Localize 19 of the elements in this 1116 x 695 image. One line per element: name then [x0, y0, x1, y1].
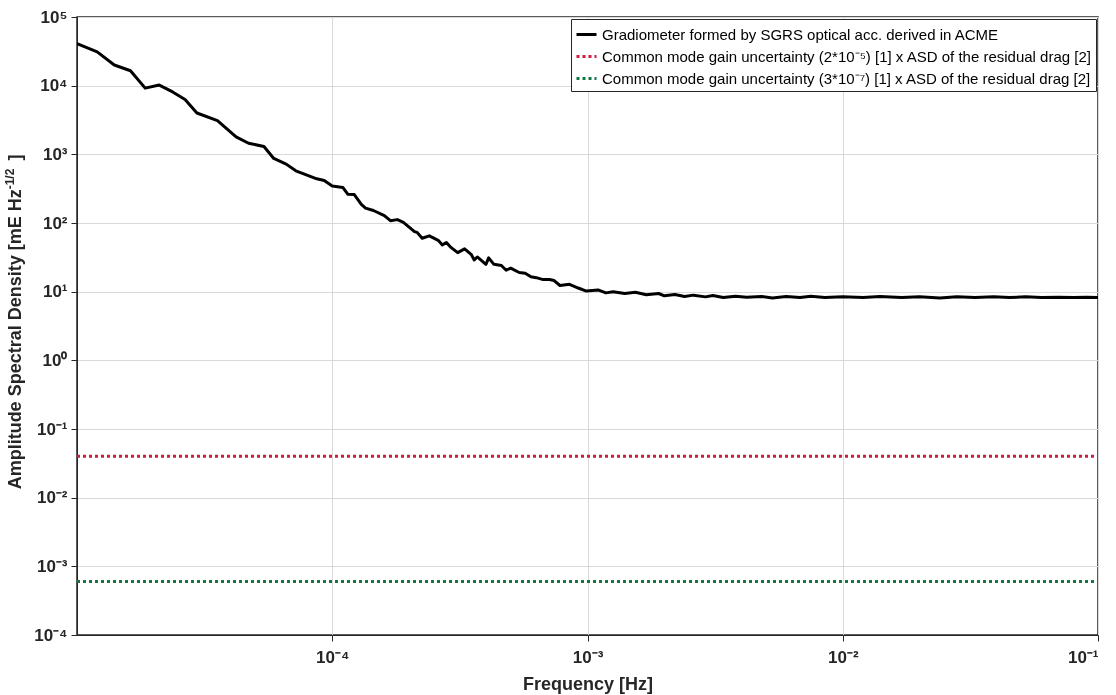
x-tick-label: 10⁻⁴ — [316, 647, 350, 667]
y-tick-label: 10² — [42, 213, 68, 233]
y-tick-label: 10⁻³ — [36, 556, 68, 576]
y-tick-label: 10⁴ — [40, 76, 68, 96]
legend-label: Common mode gain uncertainty (2*10⁻⁵) [1] x ASD of the residual drag [2] — [602, 47, 1091, 65]
y-axis-title: Amplitude Spectral Density [mE Hz-1/2] — [3, 154, 25, 490]
x-tick-label: 10⁻² — [827, 647, 859, 667]
y-tick-label: 10⁰ — [42, 350, 68, 370]
y-tick-label: 10⁻⁴ — [34, 625, 68, 645]
x-tick-label: 10⁻¹ — [1067, 647, 1099, 667]
x-axis-title: Frequency [Hz] — [522, 673, 654, 694]
y-tick-label: 10⁵ — [40, 7, 68, 27]
x-tick-label: 10⁻³ — [572, 647, 604, 667]
y-tick-label: 10⁻¹ — [36, 419, 68, 439]
y-tick-label: 10¹ — [42, 282, 68, 302]
y-tick-label: 10³ — [42, 144, 68, 164]
legend-label: Gradiometer formed by SGRS optical acc. derived in ACME — [602, 25, 998, 43]
y-tick-label: 10⁻² — [36, 488, 68, 508]
legend-label: Common mode gain uncertainty (3*10⁻⁷) [1] x ASD of the residual drag [2] — [602, 69, 1091, 87]
